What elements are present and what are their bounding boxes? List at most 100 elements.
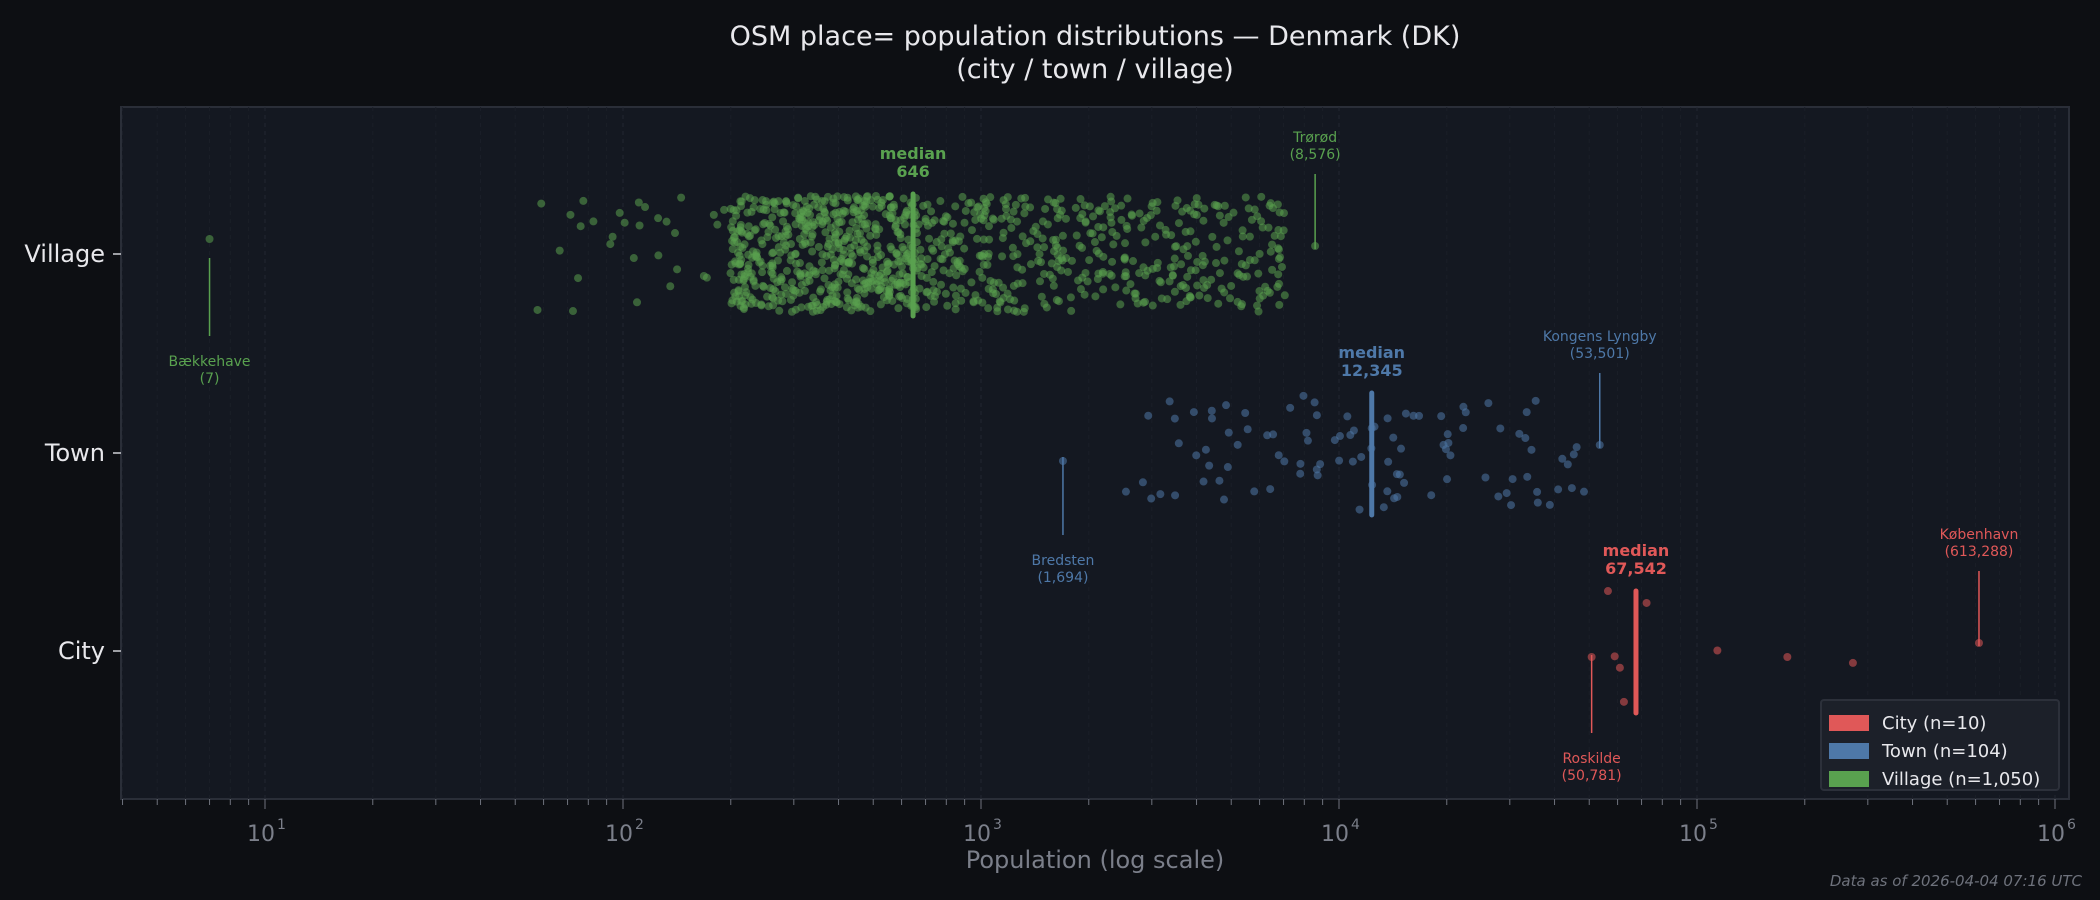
y-axis: Village Town City xyxy=(24,240,121,665)
village-point xyxy=(1153,198,1162,207)
village-point xyxy=(926,291,935,300)
village-point xyxy=(757,301,766,310)
village-point xyxy=(1135,209,1144,218)
village-point xyxy=(830,297,839,306)
village-point xyxy=(843,288,852,297)
town-point xyxy=(1207,406,1216,415)
town-point xyxy=(1397,444,1406,453)
village-point xyxy=(1220,201,1229,210)
village-point xyxy=(848,252,857,261)
village-point xyxy=(1279,226,1288,235)
town-point xyxy=(1215,476,1224,485)
village-point xyxy=(992,290,1001,299)
x-tick-label: 10 xyxy=(1321,822,1349,847)
village-point xyxy=(1094,222,1103,231)
town-median-label: median xyxy=(1338,343,1405,362)
x-tick-exponent: 1 xyxy=(277,817,286,833)
village-point xyxy=(1105,269,1114,278)
village-point xyxy=(902,251,911,260)
town-point xyxy=(1389,433,1398,442)
y-tick-label-village: Village xyxy=(24,240,105,268)
village-point xyxy=(1212,242,1221,251)
village-point xyxy=(1171,201,1180,210)
annotation-name: Bredsten xyxy=(1032,553,1095,569)
village-point xyxy=(1214,299,1223,308)
village-point xyxy=(771,233,780,242)
village-point xyxy=(1265,288,1274,297)
village-point xyxy=(984,304,993,313)
village-point xyxy=(1067,256,1076,265)
village-point xyxy=(814,242,823,251)
village-point xyxy=(863,242,872,251)
town-point xyxy=(1496,424,1505,433)
village-point xyxy=(1007,223,1016,232)
town-point xyxy=(1310,398,1319,407)
village-point xyxy=(1247,215,1256,224)
village-point xyxy=(804,271,813,280)
annotation-name: København xyxy=(1940,527,2019,543)
village-point xyxy=(1088,229,1097,238)
village-point xyxy=(758,281,767,290)
x-tick-label: 10 xyxy=(2037,822,2065,847)
village-point xyxy=(732,297,741,306)
village-point xyxy=(882,286,891,295)
village-point xyxy=(1053,214,1062,223)
village-point xyxy=(951,305,960,314)
village-point xyxy=(1083,277,1092,286)
city-point xyxy=(1642,598,1651,607)
village-point xyxy=(1257,192,1266,201)
village-point xyxy=(862,224,871,233)
village-point xyxy=(853,215,862,224)
village-point xyxy=(1089,212,1098,221)
town-point xyxy=(1312,411,1321,420)
village-point xyxy=(1276,253,1285,262)
village-point xyxy=(1071,203,1080,212)
village-point xyxy=(768,259,777,268)
village-point xyxy=(1253,301,1262,310)
village-point xyxy=(1049,281,1058,290)
village-point xyxy=(945,269,954,278)
village-point xyxy=(608,232,617,241)
village-point xyxy=(923,200,932,209)
x-tick-exponent: 5 xyxy=(1709,817,1718,833)
village-point xyxy=(749,203,758,212)
legend: City (n=10) Town (n=104) Village (n=1,050) xyxy=(1820,699,2060,791)
city-median-value: 67,542 xyxy=(1605,559,1667,578)
village-point xyxy=(1057,266,1066,275)
village-point xyxy=(929,246,938,255)
village-point xyxy=(749,276,758,285)
village-point xyxy=(1051,241,1060,250)
village-point xyxy=(1058,231,1067,240)
village-point xyxy=(1152,206,1161,215)
village-point xyxy=(1258,223,1267,232)
village-point xyxy=(855,229,864,238)
town-point xyxy=(1446,451,1455,460)
village-point xyxy=(1203,281,1212,290)
x-tick-label: 10 xyxy=(605,822,633,847)
village-point xyxy=(946,229,955,238)
legend-swatch-city xyxy=(1829,715,1869,731)
village-point xyxy=(1117,215,1126,224)
village-point xyxy=(860,264,869,273)
town-point xyxy=(1383,487,1392,496)
x-tick-label: 10 xyxy=(1679,822,1707,847)
town-point xyxy=(1508,475,1517,484)
village-point xyxy=(606,240,615,249)
village-point xyxy=(1109,240,1118,249)
village-point xyxy=(891,216,900,225)
village-point xyxy=(960,264,969,273)
town-point xyxy=(1335,456,1344,465)
village-point xyxy=(730,238,739,247)
village-point xyxy=(1053,250,1062,259)
town-point xyxy=(1437,412,1446,421)
town-point xyxy=(1409,411,1418,420)
village-point xyxy=(1111,283,1120,292)
village-point xyxy=(1264,223,1273,232)
village-point xyxy=(566,210,575,219)
village-point xyxy=(894,228,903,237)
town-point xyxy=(1383,414,1392,423)
village-point xyxy=(986,276,995,285)
village-point xyxy=(1203,294,1212,303)
village-point xyxy=(978,298,987,307)
village-point xyxy=(1093,275,1102,284)
